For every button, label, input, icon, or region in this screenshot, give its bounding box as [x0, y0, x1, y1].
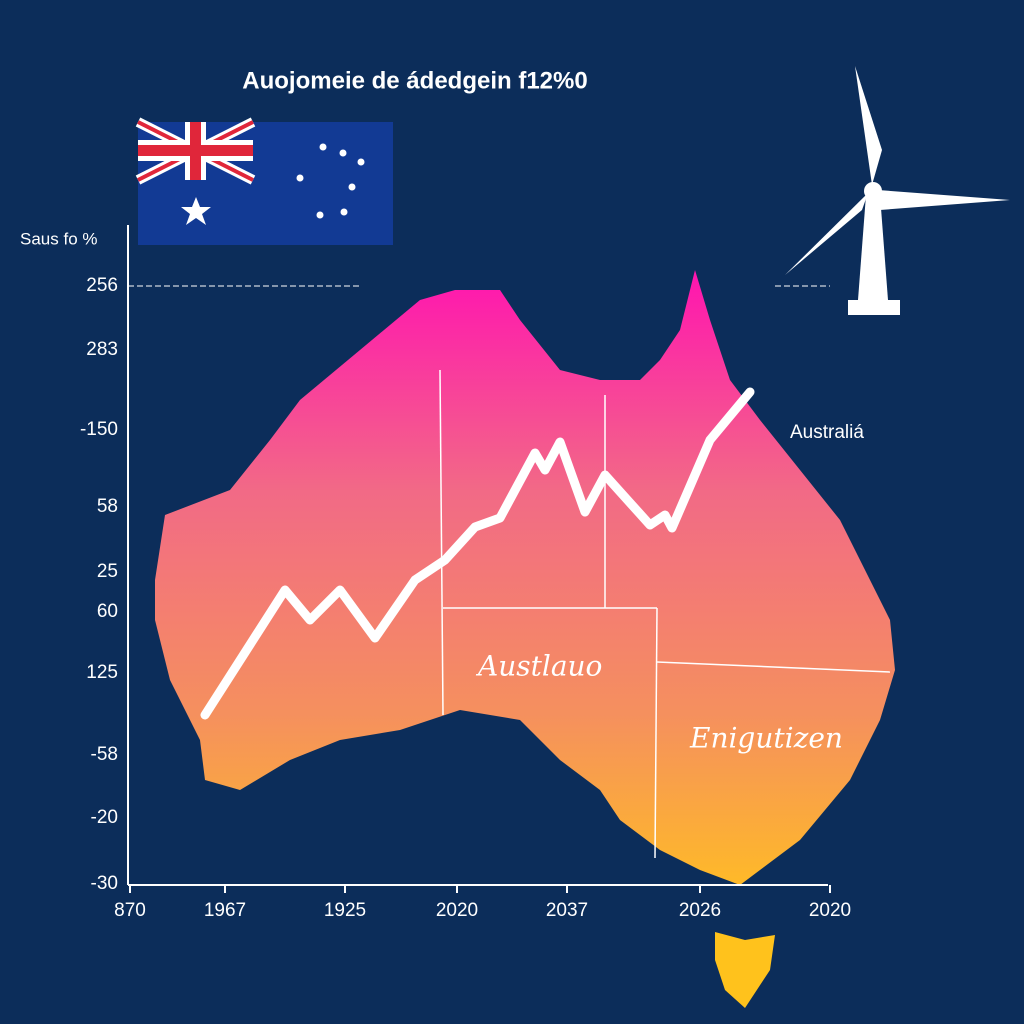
- x-axis-label-text: 2020: [436, 900, 478, 921]
- map-label: Austlauo: [475, 650, 602, 683]
- x-axis-label-text: 2026: [679, 900, 721, 921]
- x-axis-label-text: 2037: [546, 900, 588, 921]
- map-label: Enigutizen: [689, 722, 843, 755]
- x-axis-label-text: 870: [114, 900, 146, 921]
- trend-line: [200, 387, 755, 720]
- y-axis-label-text: 60: [97, 601, 118, 622]
- y-axis-label-text: 25: [97, 561, 118, 582]
- state-borders: [439, 369, 891, 859]
- title: Auojomeie de ádedgein f12%0: [242, 67, 587, 94]
- tasmania: [715, 932, 775, 1008]
- y-axis-label: Saus fo %: [20, 229, 98, 248]
- x-axis-label-text: 1925: [324, 900, 366, 921]
- x-axis-label-text: 1967: [204, 900, 246, 921]
- y-axis-label-text: 283: [86, 339, 118, 360]
- y-axis-label-text: -30: [91, 873, 118, 894]
- y-axis-label-text: 256: [86, 275, 118, 296]
- australia-map: [155, 270, 895, 885]
- y-axis-label-text: 58: [97, 496, 118, 517]
- axes: [127, 225, 830, 886]
- map-label: Australiá: [790, 422, 864, 443]
- y-axis-label-text: -150: [80, 419, 118, 440]
- wind-turbine: [785, 66, 1010, 315]
- y-axis-label-text: -20: [91, 807, 118, 828]
- flag: [135, 117, 393, 245]
- y-axis-label-text: 125: [86, 662, 118, 683]
- y-axis-label-text: -58: [91, 744, 118, 765]
- x-axis-label-text: 2020: [809, 900, 851, 921]
